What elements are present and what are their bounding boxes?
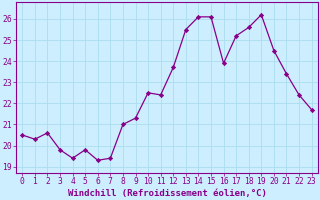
X-axis label: Windchill (Refroidissement éolien,°C): Windchill (Refroidissement éolien,°C) bbox=[68, 189, 266, 198]
